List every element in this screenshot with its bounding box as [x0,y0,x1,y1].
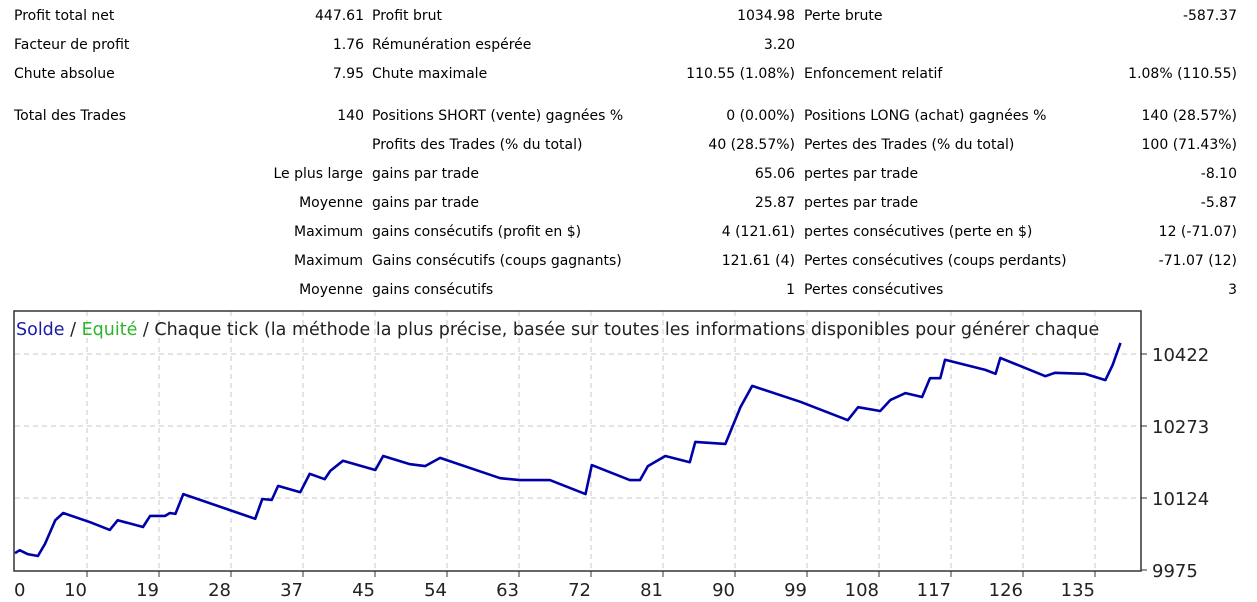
stat-value: 65.06 [754,166,795,182]
stat-label: Enfoncement relatif [804,66,943,82]
stat-value: 3 [1228,282,1237,298]
stat-value: 140 (28.57%) [1141,108,1237,124]
x-tick-label: 81 [640,580,663,601]
stats-row: Maximum Gains consécutifs (coups gagnants… [0,250,1257,272]
stat-value: -71.07 (12) [1158,253,1237,269]
x-tick-label: 28 [208,580,231,601]
stat-value: 12 (-71.07) [1158,224,1237,240]
stats-row: Le plus large gains par trade 65.06 pertes … [0,163,1257,185]
stat-label: Profit total net [14,8,115,24]
x-tick-label: 117 [917,580,951,601]
stats-row: Profits des Trades (% du total) 40 (28.57… [0,134,1257,156]
stat-label: gains par trade [372,195,479,211]
stat-label: Total des Trades [14,108,127,124]
stat-label: Profits des Trades (% du total) [372,137,583,153]
stat-value: 140 [337,108,364,124]
balance-line [14,342,1122,558]
legend-description: / Chaque tick (la méthode la plus précis… [137,320,1100,340]
stat-value: 110.55 (1.08%) [686,66,795,82]
stat-value: 4 (121.61) [721,224,795,240]
stat-label: Gains consécutifs (coups gagnants) [372,253,622,269]
stat-label: Pertes consécutives (coups perdants) [804,253,1067,269]
stat-value: 1 [786,282,795,298]
stat-value: 121.61 (4) [721,253,795,269]
x-tick-label: 54 [424,580,447,601]
stats-row: Chute absolue 7.95 Chute maximale 110.55 (1… [0,63,1257,85]
stat-label: Positions SHORT (vente) gagnées % [372,108,624,124]
stat-value: 447.61 [315,8,364,24]
x-tick-label: 72 [568,580,591,601]
stat-label: Maximum [294,224,363,240]
y-tick-label: 9975 [1152,561,1198,582]
x-tick-label: 108 [845,580,879,601]
x-tick-label: 126 [989,580,1023,601]
stat-label: Perte brute [804,8,883,24]
stat-label: Pertes des Trades (% du total) [804,137,1015,153]
stats-row: Facteur de profit 1.76 Rémunération espéré… [0,34,1257,56]
stat-value: 40 (28.57%) [708,137,795,153]
stat-value: 1.08% (110.55) [1128,66,1237,82]
stat-label: pertes par trade [804,195,919,211]
stat-label: pertes consécutives (perte en $) [804,224,1033,240]
plot-frame [13,310,1142,572]
legend-equite: Equité [81,320,138,340]
stats-row: Maximum gains consécutifs (profit en $) 4 … [0,221,1257,243]
stat-label: pertes par trade [804,166,919,182]
x-tick-label: 45 [352,580,375,601]
y-tick-label: 10124 [1152,489,1209,510]
stat-label: gains consécutifs [372,282,494,298]
y-tick-label: 10273 [1152,417,1209,438]
x-tick-label: 135 [1061,580,1095,601]
stat-value: 1.76 [332,37,364,53]
stat-value: 100 (71.43%) [1141,137,1237,153]
stat-label: Le plus large [273,166,364,182]
x-tick-label: 10 [64,580,87,601]
stat-value: -587.37 [1182,8,1237,24]
stats-row: Moyenne gains par trade 25.87 pertes par tr… [0,192,1257,214]
stat-label: Positions LONG (achat) gagnées % [804,108,1047,124]
legend-sep: / [64,320,82,340]
stat-value: 3.20 [763,37,795,53]
x-tick-label: 37 [280,580,303,601]
stat-value: -8.10 [1200,166,1237,182]
stat-label: Chute absolue [14,66,115,82]
y-tick-label: 10422 [1152,345,1209,366]
stats-row: Moyenne gains consécutifs 1 Pertes consécut… [0,279,1257,301]
stat-label: Pertes consécutives [804,282,944,298]
x-tick-label: 0 [14,580,25,601]
x-tick-label: 90 [712,580,735,601]
stat-value: 0 (0.00%) [726,108,795,124]
stat-label: gains consécutifs (profit en $) [372,224,582,240]
stat-label: Rémunération espérée [372,37,532,53]
x-tick-label: 63 [496,580,519,601]
stat-label: Facteur de profit [14,37,130,53]
stat-label: gains par trade [372,166,479,182]
stat-value: 25.87 [754,195,795,211]
stat-label: Moyenne [299,195,363,211]
stat-label: Profit brut [372,8,442,24]
x-tick-label: 19 [136,580,159,601]
x-tick-label: 99 [784,580,807,601]
stat-value: -5.87 [1200,195,1237,211]
legend-solde: Solde [16,320,65,340]
stat-value: 7.95 [332,66,364,82]
stats-row: Profit total net 447.61 Profit brut 1034.98… [0,5,1257,27]
stat-value: 1034.98 [737,8,795,24]
chart-legend: Solde / Equité / Chaque tick (la méthode… [16,317,1136,343]
stats-row: Total des Trades 140 Positions SHORT (vent… [0,105,1257,127]
stat-label: Maximum [294,253,363,269]
stat-label: Chute maximale [372,66,488,82]
stat-label: Moyenne [299,282,363,298]
